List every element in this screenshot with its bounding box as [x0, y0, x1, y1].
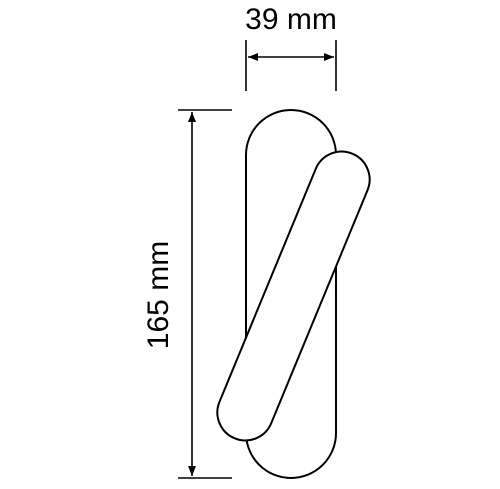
width-dimension: 39 mm — [245, 3, 337, 91]
width-label: 39 mm — [245, 3, 337, 36]
height-dimension: 165 mm — [142, 109, 232, 479]
lever-handle-shape — [216, 150, 371, 442]
height-label: 165 mm — [142, 241, 175, 349]
